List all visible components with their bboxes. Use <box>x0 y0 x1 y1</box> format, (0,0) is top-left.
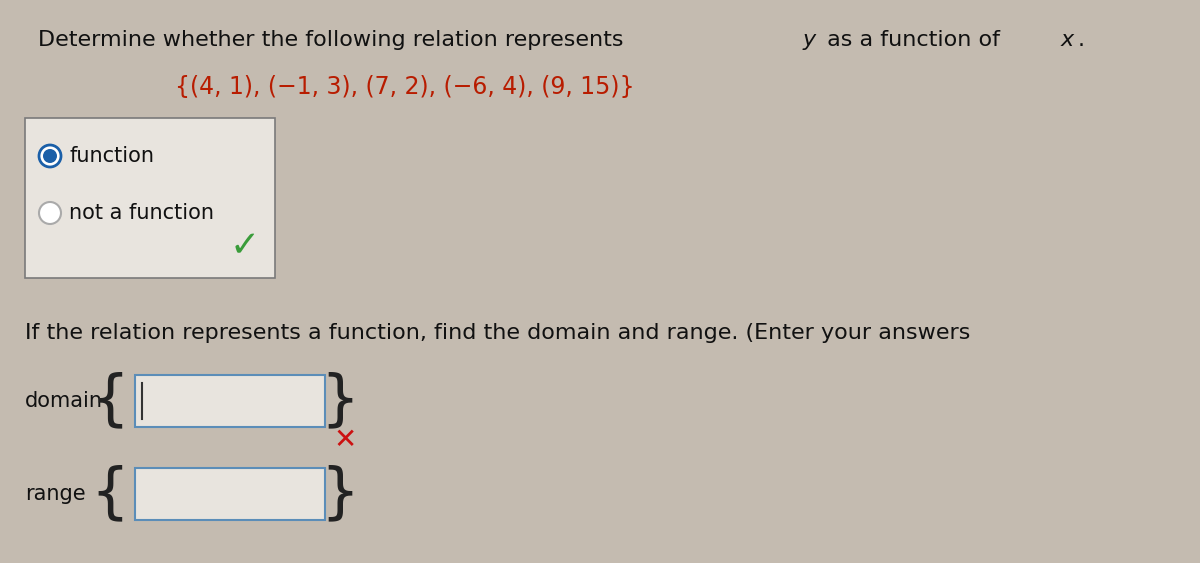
Circle shape <box>38 145 61 167</box>
Text: If the relation represents a function, find the domain and range. (Enter your an: If the relation represents a function, f… <box>25 323 971 343</box>
FancyBboxPatch shape <box>134 468 325 520</box>
Text: ✓: ✓ <box>230 229 260 263</box>
Text: y: y <box>803 30 816 50</box>
Circle shape <box>43 149 58 163</box>
Circle shape <box>38 202 61 224</box>
Text: range: range <box>25 484 85 504</box>
Text: .: . <box>1078 30 1085 50</box>
Text: ✕: ✕ <box>334 426 356 454</box>
FancyBboxPatch shape <box>134 375 325 427</box>
Text: {(4, 1), (−1, 3), (7, 2), (−6, 4), (9, 15)}: {(4, 1), (−1, 3), (7, 2), (−6, 4), (9, 1… <box>175 75 635 99</box>
Text: }: } <box>320 372 360 431</box>
Text: {: { <box>90 464 130 524</box>
Text: as a function of: as a function of <box>820 30 1007 50</box>
Text: Determine whether the following relation represents: Determine whether the following relation… <box>38 30 631 50</box>
Text: x: x <box>1061 30 1074 50</box>
Text: not a function: not a function <box>70 203 214 223</box>
Text: function: function <box>70 146 154 166</box>
Text: {: { <box>90 372 130 431</box>
Text: domain: domain <box>25 391 103 411</box>
FancyBboxPatch shape <box>25 118 275 278</box>
Text: }: } <box>320 464 360 524</box>
